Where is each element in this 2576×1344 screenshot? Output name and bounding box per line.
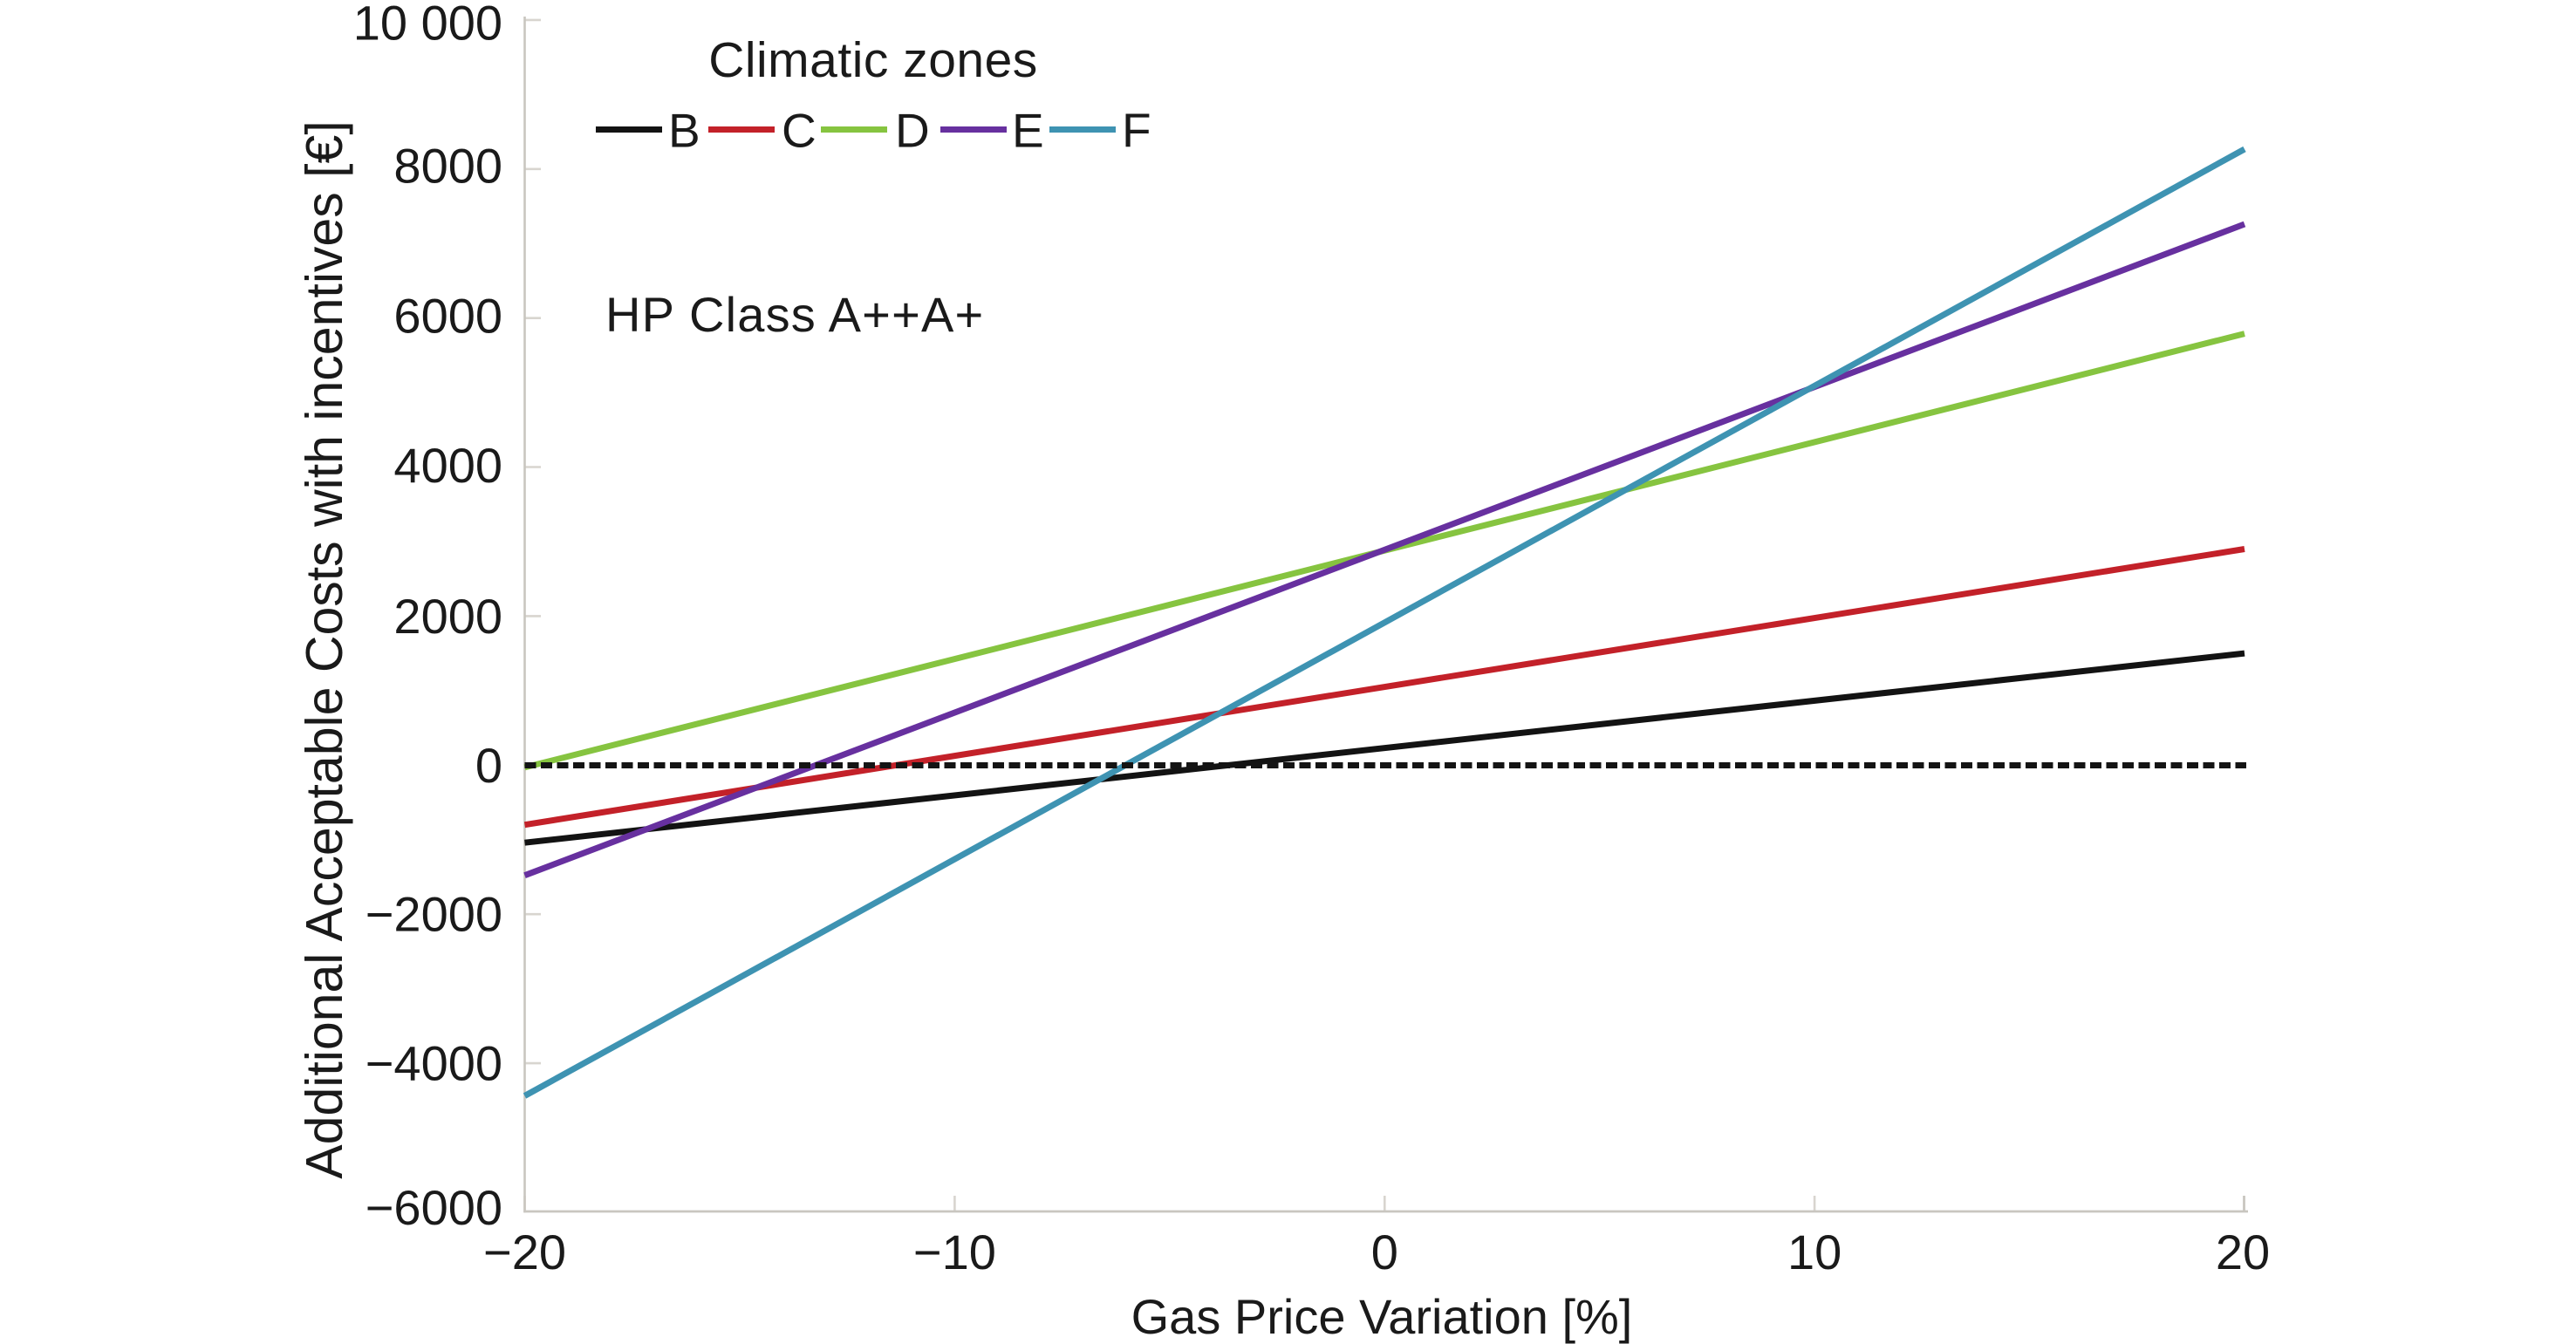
svg-text:D: D [895,104,930,158]
svg-text:B: B [668,104,700,158]
svg-text:0: 0 [1371,1225,1398,1279]
svg-text:20: 20 [2216,1225,2270,1279]
svg-text:HP Class A++A+: HP Class A++A+ [605,287,984,342]
svg-text:C: C [782,104,817,158]
svg-text:2000: 2000 [393,589,502,644]
svg-text:8000: 8000 [393,139,502,194]
svg-text:−6000: −6000 [366,1180,502,1235]
svg-text:Additional Acceptable Costs wi: Additional Acceptable Costs with incenti… [296,120,353,1178]
svg-text:−20: −20 [483,1225,566,1279]
svg-text:F: F [1122,104,1151,158]
svg-text:4000: 4000 [393,438,502,493]
svg-text:Gas Price Variation [%]: Gas Price Variation [%] [1131,1289,1633,1344]
svg-text:Climatic zones: Climatic zones [708,32,1038,88]
svg-text:−4000: −4000 [366,1036,502,1091]
svg-text:6000: 6000 [393,289,502,344]
svg-text:E: E [1012,104,1044,158]
svg-text:−10: −10 [913,1225,996,1279]
svg-text:10 000: 10 000 [353,0,502,51]
svg-text:0: 0 [475,738,502,793]
svg-text:−2000: −2000 [366,887,502,942]
svg-text:10: 10 [1787,1225,1841,1279]
